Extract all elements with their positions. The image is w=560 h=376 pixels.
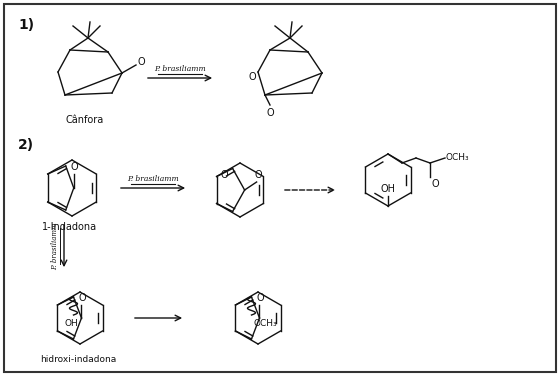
Text: hidroxi-indadona: hidroxi-indadona <box>40 355 116 364</box>
Text: O: O <box>221 170 228 179</box>
Text: 1): 1) <box>18 18 34 32</box>
Text: 1-Indadona: 1-Indadona <box>43 222 97 232</box>
Text: O: O <box>256 293 264 303</box>
Text: 2): 2) <box>18 138 34 152</box>
Text: OH: OH <box>380 184 395 194</box>
Text: O: O <box>137 57 144 67</box>
Text: OCH₃: OCH₃ <box>446 153 470 162</box>
Text: O: O <box>78 293 86 303</box>
Text: O: O <box>266 108 274 118</box>
Text: P. brasiliamm: P. brasiliamm <box>51 222 59 270</box>
Text: O: O <box>255 170 263 180</box>
Text: P. brasiliamm: P. brasiliamm <box>127 175 179 183</box>
Text: Cânfora: Cânfora <box>66 115 104 125</box>
Text: P. brasiliamm: P. brasiliamm <box>154 65 206 73</box>
Text: O: O <box>432 179 440 189</box>
Text: OH: OH <box>64 319 78 328</box>
Text: OCH₃: OCH₃ <box>254 319 277 328</box>
Text: O: O <box>71 162 78 172</box>
Text: O: O <box>249 72 256 82</box>
